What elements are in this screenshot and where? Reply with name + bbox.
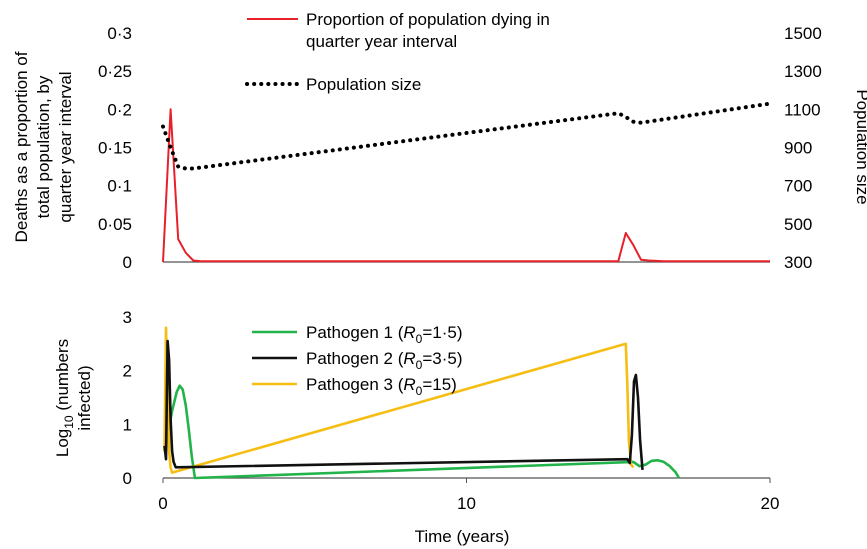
top-left-tick-label: 0·15: [98, 139, 132, 158]
legend-label-death-proportion: Proportion of population dying in quarter…: [306, 10, 550, 51]
x-tick-label: 0: [158, 494, 167, 513]
top-left-tick-label: 0·05: [98, 215, 132, 234]
legend-subscript: 0: [416, 384, 423, 398]
legend-label-line: quarter year interval: [306, 32, 457, 51]
legend-label-pathogen-3: Pathogen 3 (R0=15): [306, 375, 457, 398]
top-left-tick-label: 0·3: [107, 24, 132, 43]
legend-r-symbol: R: [403, 323, 415, 342]
legend-text: Pathogen 3 (: [306, 375, 404, 394]
series-line-pathogen-2: [163, 339, 644, 471]
top-y-axis-label-line: total population, by: [34, 75, 53, 218]
top-right-tick-label: 1500: [784, 24, 822, 43]
legend-subscript: 0: [416, 332, 423, 346]
top-panel: 0 0·05 0·1 0·15 0·2 0·25 0·3 300 500 700 900 1100 13…: [12, 10, 867, 272]
ylabel-rest: (numbers: [53, 339, 72, 416]
legend-r-symbol: R: [403, 349, 415, 368]
bottom-y-axis-label: Log10 (numbers infected): [53, 339, 94, 457]
legend-label-population-size: Population size: [306, 75, 421, 94]
legend-label-pathogen-2: Pathogen 2 (R0=3·5): [306, 349, 463, 372]
legend-label-pathogen-1: Pathogen 1 (R0=1·5): [306, 323, 463, 346]
top-y-axis-label-line: quarter year interval: [56, 71, 75, 222]
top-left-tick-label: 0: [123, 253, 132, 272]
bottom-y-tick-label: 3: [123, 308, 132, 327]
legend-text: Pathogen 1 (: [306, 323, 404, 342]
top-left-tick-label: 0·25: [98, 62, 132, 81]
legend-text: =15): [422, 375, 457, 394]
x-axis-label: Time (years): [415, 527, 510, 546]
top-y2-axis-label: Population size: [853, 89, 867, 204]
top-right-tick-label: 1300: [784, 62, 822, 81]
top-right-tick-label: 900: [784, 139, 812, 158]
bottom-y-tick-label: 2: [123, 362, 132, 381]
ylabel-line2: infected): [75, 365, 94, 430]
top-right-tick-label: 1100: [784, 100, 821, 119]
bottom-y-tick-label: 1: [123, 415, 132, 434]
ylabel-subscript: 10: [62, 415, 76, 429]
series-line-pathogen-1: [163, 384, 681, 480]
top-y-axis-label-line: Deaths as a proportion of: [12, 51, 31, 242]
legend-r-symbol: R: [403, 375, 415, 394]
legend-label-line: Proportion of population dying in: [306, 10, 550, 29]
series-line-population-size: [161, 101, 772, 171]
top-right-tick-label: 700: [784, 177, 812, 196]
legend-text: =3·5): [422, 349, 462, 368]
top-left-tick-label: 0·1: [107, 177, 132, 196]
x-tick-label: 20: [761, 494, 780, 513]
bottom-y-tick-label: 0: [123, 469, 132, 488]
top-y-axis-label: Deaths as a proportion of total populatio…: [12, 51, 75, 242]
ylabel-log: Log: [53, 429, 72, 457]
top-left-tick-label: 0·2: [107, 100, 132, 119]
top-right-tick-label: 300: [784, 253, 812, 272]
legend-text: =1·5): [422, 323, 462, 342]
legend-subscript: 0: [416, 358, 423, 372]
series-line-death-proportion: [162, 108, 770, 263]
x-tick-label: 10: [457, 494, 476, 513]
top-right-tick-label: 500: [784, 215, 812, 234]
legend-text: Pathogen 2 (: [306, 349, 404, 368]
